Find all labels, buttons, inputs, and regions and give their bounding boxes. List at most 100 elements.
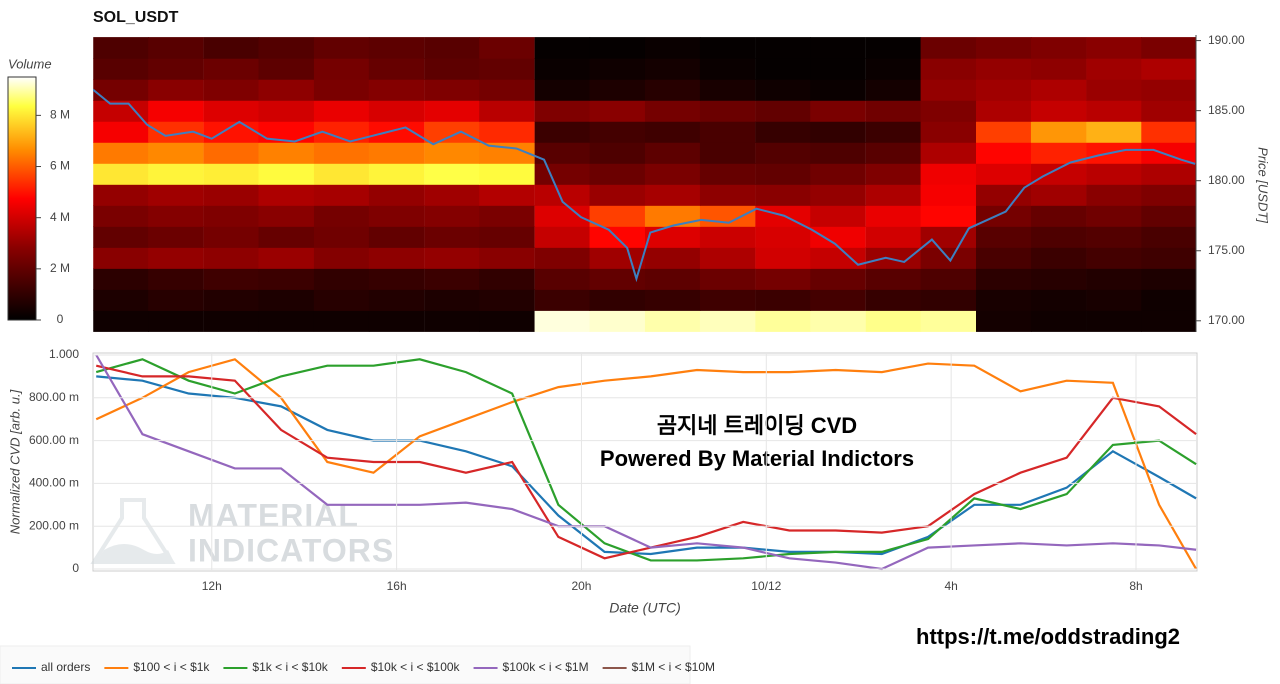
heatmap-cell — [368, 58, 425, 80]
heatmap-cell — [258, 310, 315, 332]
heatmap-cell — [148, 226, 204, 248]
annotation: 곰지네 트레이딩 CVD — [657, 413, 857, 438]
y-tick-label: 200.00 m — [29, 518, 79, 532]
heatmap-cell — [479, 205, 535, 227]
heatmap-cell — [976, 184, 1032, 206]
heatmap-cell — [1086, 289, 1142, 311]
heatmap-cell — [1086, 100, 1142, 122]
heatmap-cell — [1086, 310, 1142, 332]
x-tick-label: 10/12 — [751, 579, 781, 593]
heatmap-cell — [479, 289, 535, 311]
heatmap-cell — [644, 58, 701, 80]
heatmap-cell — [313, 100, 370, 122]
heatmap-cell — [203, 37, 260, 59]
heatmap-cell — [644, 163, 701, 185]
heatmap-cell — [976, 289, 1032, 311]
series-line — [95, 358, 1197, 562]
heatmap-cell — [755, 163, 811, 185]
heatmap-cell — [810, 100, 866, 122]
heatmap-cell — [534, 79, 591, 101]
heatmap-cell — [589, 37, 646, 59]
heatmap-cell — [976, 268, 1032, 290]
heatmap-cell — [368, 310, 425, 332]
heatmap-cell — [699, 142, 756, 164]
heatmap-cell — [755, 226, 811, 248]
heatmap-cell — [1030, 310, 1087, 332]
heatmap-cell — [976, 121, 1032, 143]
heatmap-cell — [1030, 121, 1087, 143]
heatmap-cell — [313, 289, 370, 311]
heatmap-cell — [479, 37, 535, 59]
heatmap-cell — [93, 184, 149, 206]
heatmap-cell — [534, 37, 591, 59]
heatmap-cell — [644, 205, 701, 227]
y-tick-label: 190.00 — [1208, 33, 1245, 47]
heatmap-cell — [1141, 310, 1196, 332]
heatmap-cell — [313, 58, 370, 80]
heatmap-cell — [368, 268, 425, 290]
heatmap-cell — [93, 247, 149, 269]
heatmap-cell — [699, 58, 756, 80]
series-line — [95, 354, 1197, 571]
heatmap-cell — [1086, 37, 1142, 59]
heatmap-cell — [1141, 247, 1196, 269]
heatmap-cell — [203, 310, 260, 332]
heatmap-cell — [93, 58, 149, 80]
heatmap-cell — [644, 289, 701, 311]
heatmap-cell — [1086, 79, 1142, 101]
heatmap-cell — [148, 310, 204, 332]
heatmap-cell — [424, 58, 480, 80]
heatmap-cell — [368, 121, 425, 143]
legend-label: $100k < i < $1M — [503, 660, 589, 674]
heatmap-cell — [148, 184, 204, 206]
heatmap-cell — [1086, 205, 1142, 227]
heatmap-cell — [1030, 142, 1087, 164]
heatmap-cell — [313, 247, 370, 269]
heatmap-cell — [258, 37, 315, 59]
heatmap-cell — [1141, 163, 1196, 185]
heatmap-cell — [258, 289, 315, 311]
heatmap-cell — [424, 247, 480, 269]
heatmap-cell — [1141, 121, 1196, 143]
heatmap-cell — [424, 163, 480, 185]
heatmap-cell — [368, 163, 425, 185]
heatmap-cell — [368, 289, 425, 311]
heatmap-cell — [258, 58, 315, 80]
heatmap-cell — [699, 226, 756, 248]
heatmap-cell — [534, 58, 591, 80]
heatmap-cell — [865, 226, 922, 248]
y-tick-label: 170.00 — [1208, 313, 1245, 327]
heatmap-cell — [93, 79, 149, 101]
legend-label: $10k < i < $100k — [371, 660, 461, 674]
heatmap-cell — [1086, 58, 1142, 80]
link-text[interactable]: https://t.me/oddstrading2 — [916, 624, 1180, 649]
heatmap-cell — [258, 205, 315, 227]
heatmap-cell — [810, 289, 866, 311]
heatmap-cell — [810, 247, 866, 269]
heatmap-cell — [203, 226, 260, 248]
colorbar-tick-label: 4 M — [50, 210, 70, 224]
heatmap-cell — [93, 310, 149, 332]
heatmap-cell — [589, 79, 646, 101]
legend-box — [0, 645, 691, 684]
heatmap-cell — [93, 100, 149, 122]
heatmap-cell — [589, 163, 646, 185]
heatmap-cell — [424, 289, 480, 311]
heatmap-cell — [865, 79, 922, 101]
watermark-text: MATERIAL — [188, 497, 359, 533]
heatmap-cell — [203, 79, 260, 101]
heatmap-cell — [644, 226, 701, 248]
heatmap-cell — [148, 205, 204, 227]
heatmap-cell — [148, 163, 204, 185]
heatmap-cell — [424, 226, 480, 248]
heatmap-cell — [1086, 268, 1142, 290]
heatmap-cell — [534, 142, 591, 164]
heatmap-cell — [865, 289, 922, 311]
heatmap-cell — [368, 100, 425, 122]
plot-frame — [92, 352, 1198, 572]
heatmap-cell — [865, 247, 922, 269]
heatmap-cell — [93, 289, 149, 311]
y-axis-title: Normalized CVD [arb. u.] — [7, 389, 22, 534]
watermark-text: INDICATORS — [188, 532, 394, 568]
